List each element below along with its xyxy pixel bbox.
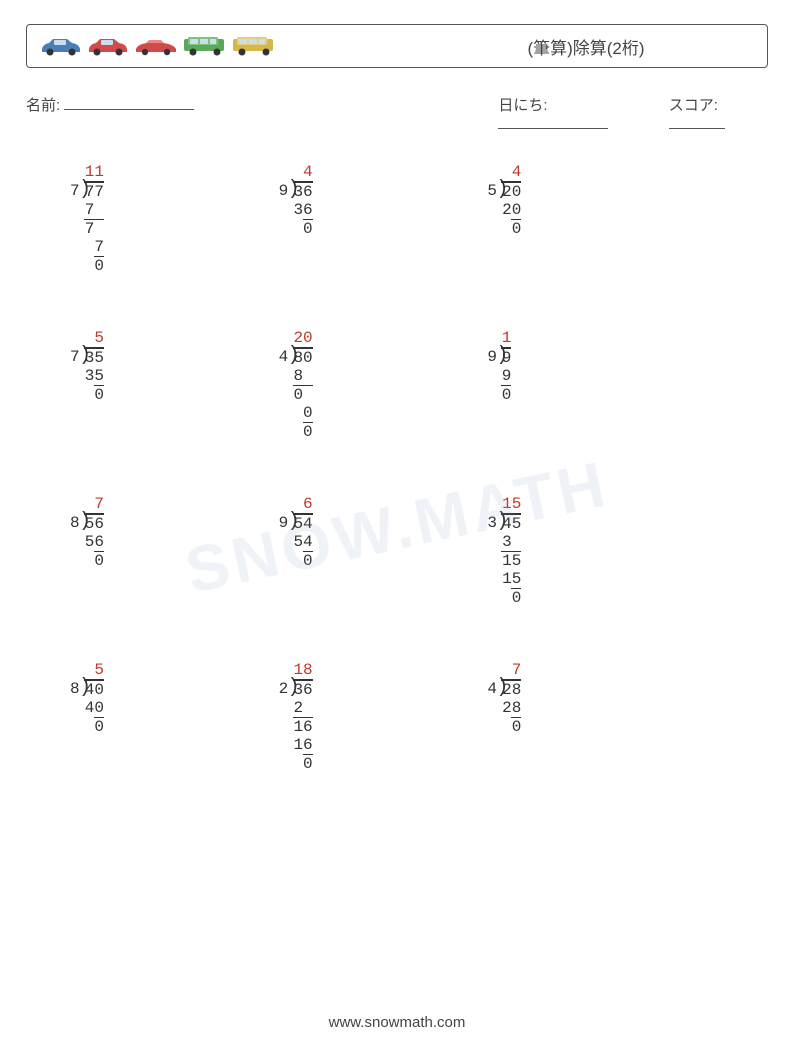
step-subtract: 28 [501,699,521,717]
division-bracket: ) [496,346,508,366]
step-result: 0 [293,754,313,773]
division-bracket: ) [496,180,508,200]
step-subtract: 9 [501,367,511,385]
division-bracket: ) [496,512,508,532]
name-blank [64,96,194,110]
division-bracket: ) [79,512,91,532]
step-subtract: 8 [293,367,313,385]
score-blank [669,115,725,129]
worksheet-title: (筆算)除算(2桁) [277,34,755,59]
division-problem: 45)20200 [501,163,710,275]
step-result: 0 [84,551,104,570]
division-problem: 74)28280 [501,661,710,773]
car-icon [182,35,228,57]
step-result: 0 [501,219,521,238]
division-problem: 182)362 16160 [293,661,502,773]
division-problem: 19)990 [501,329,710,441]
step-result: 0 [501,385,511,404]
division-problem: 58)40400 [84,661,293,773]
score-label: スコア: [669,97,718,114]
division-problem: 153)453 15150 [501,495,710,607]
step-result: 15 [501,551,521,570]
step-subtract: 7 [84,238,104,256]
footer-url: www.snowmath.com [0,1014,794,1031]
step-subtract: 54 [293,533,313,551]
step-subtract: 2 [293,699,313,717]
name-label: 名前: [26,97,60,114]
step-subtract: 7 [84,201,104,219]
header-box: (筆算)除算(2桁) [26,24,768,68]
step-result: 0 [501,717,521,736]
step-result: 0 [84,256,104,275]
car-icon [133,37,179,57]
step-subtract: 16 [293,736,313,754]
division-problem: 57)35350 [84,329,293,441]
step-subtract: 20 [501,201,521,219]
step-subtract: 40 [84,699,104,717]
step-result: 16 [293,717,313,736]
division-bracket: ) [288,180,300,200]
step-result: 0 [293,551,313,570]
division-problem: 49)36360 [293,163,502,275]
step-subtract: 35 [84,367,104,385]
date-label: 日にち: [498,97,547,114]
step-result: 7 [84,219,104,238]
step-subtract: 15 [501,570,521,588]
car-icon [231,35,277,57]
step-result: 0 [501,588,521,607]
division-bracket: ) [288,346,300,366]
division-bracket: ) [79,346,91,366]
division-problem: 78)56560 [84,495,293,607]
car-icons [39,35,277,57]
step-result: 0 [84,717,104,736]
step-result: 0 [293,219,313,238]
step-subtract: 36 [293,201,313,219]
step-subtract: 3 [501,533,521,551]
step-result: 0 [293,385,313,404]
division-problem: 117)777 7 70 [84,163,293,275]
division-problem: 69)54540 [293,495,502,607]
division-bracket: ) [79,678,91,698]
step-subtract: 56 [84,533,104,551]
step-result: 0 [293,422,313,441]
division-bracket: ) [496,678,508,698]
date-blank [498,115,608,129]
division-bracket: ) [288,678,300,698]
problem-grid: 117)777 7 7049)3636045)20200 57)35350204)… [26,163,768,773]
step-result: 0 [84,385,104,404]
car-icon [86,35,130,57]
division-bracket: ) [79,180,91,200]
info-row: 名前: 日にち: スコア: [26,94,768,133]
division-problem: 204)808 0 00 [293,329,502,441]
division-bracket: ) [288,512,300,532]
car-icon [39,35,83,57]
step-subtract: 0 [293,404,313,422]
